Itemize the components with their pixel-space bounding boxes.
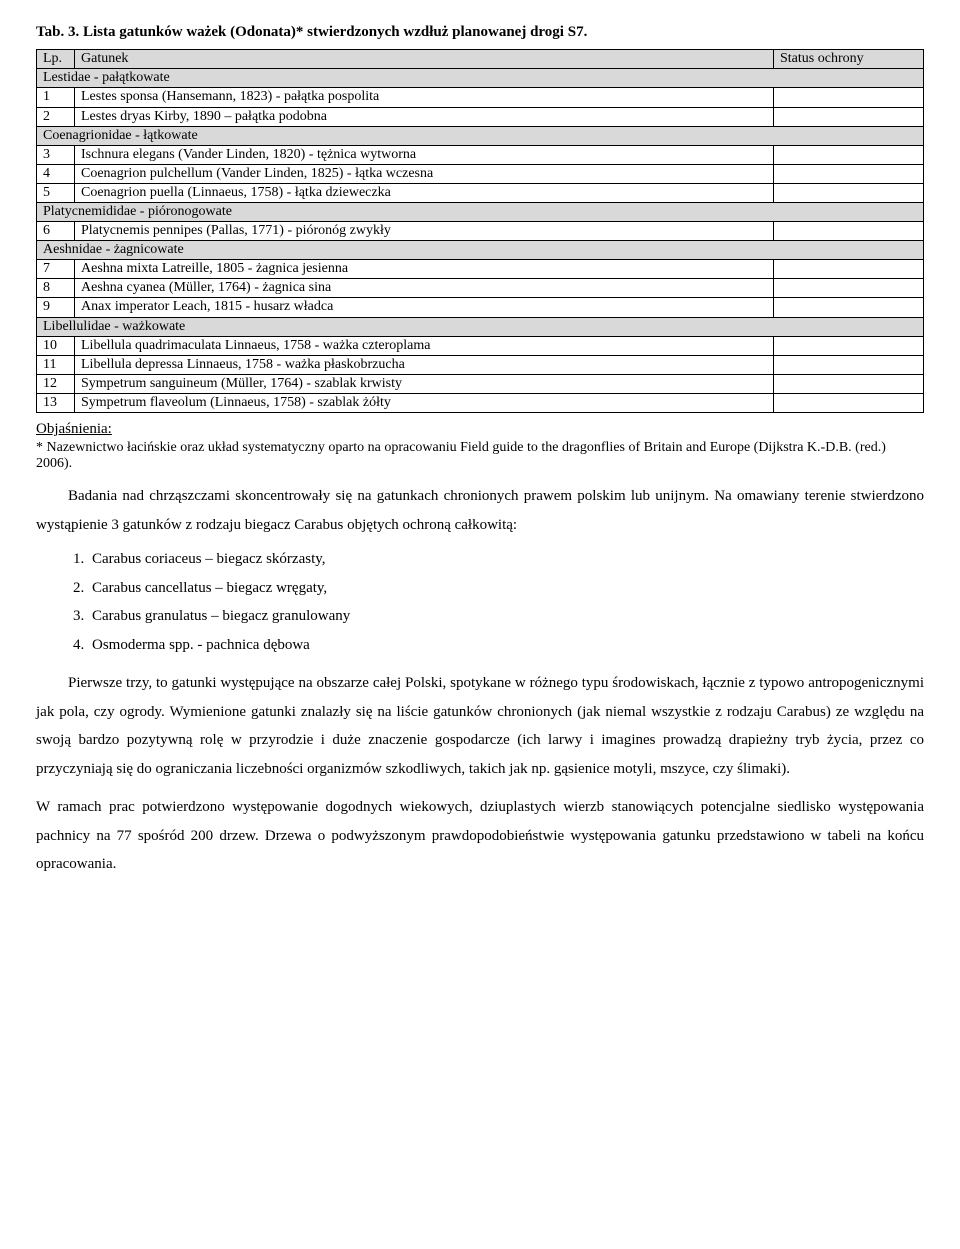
cell-species: Libellula depressa Linnaeus, 1758 - ważk… xyxy=(75,355,774,374)
cell-status xyxy=(774,222,924,241)
cell-lp: 1 xyxy=(37,88,75,107)
cell-status xyxy=(774,107,924,126)
list-item: Osmoderma spp. - pachnica dębowa xyxy=(88,631,924,660)
cell-lp: 12 xyxy=(37,374,75,393)
carabus-list: Carabus coriaceus – biegacz skórzasty,Ca… xyxy=(36,545,924,659)
cell-status xyxy=(774,164,924,183)
cell-species: Platycnemis pennipes (Pallas, 1771) - pi… xyxy=(75,222,774,241)
cell-lp: 10 xyxy=(37,336,75,355)
group-row: Libellulidae - ważkowate xyxy=(37,317,924,336)
paragraph-3: W ramach prac potwierdzono występowanie … xyxy=(36,793,924,879)
cell-species: Coenagrion pulchellum (Vander Linden, 18… xyxy=(75,164,774,183)
cell-species: Libellula quadrimaculata Linnaeus, 1758 … xyxy=(75,336,774,355)
cell-species: Coenagrion puella (Linnaeus, 1758) - łąt… xyxy=(75,183,774,202)
cell-lp: 11 xyxy=(37,355,75,374)
group-row: Aeshnidae - żagnicowate xyxy=(37,241,924,260)
cell-status xyxy=(774,260,924,279)
cell-species: Lestes dryas Kirby, 1890 – pałątka podob… xyxy=(75,107,774,126)
cell-lp: 3 xyxy=(37,145,75,164)
cell-lp: 8 xyxy=(37,279,75,298)
cell-species: Ischnura elegans (Vander Linden, 1820) -… xyxy=(75,145,774,164)
table-title: Tab. 3. Lista gatunków ważek (Odonata)* … xyxy=(36,24,924,41)
cell-species: Aeshna cyanea (Müller, 1764) - żagnica s… xyxy=(75,279,774,298)
group-row: Platycnemididae - pióronogowate xyxy=(37,203,924,222)
cell-species: Sympetrum sanguineum (Müller, 1764) - sz… xyxy=(75,374,774,393)
list-item: Carabus granulatus – biegacz granulowany xyxy=(88,602,924,631)
col-species: Gatunek xyxy=(75,50,774,69)
cell-lp: 6 xyxy=(37,222,75,241)
explanations-heading: Objaśnienia: xyxy=(36,421,924,438)
cell-species: Lestes sponsa (Hansemann, 1823) - pałątk… xyxy=(75,88,774,107)
cell-species: Anax imperator Leach, 1815 - husarz wład… xyxy=(75,298,774,317)
cell-status xyxy=(774,374,924,393)
explanations-body: * Nazewnictwo łacińskie oraz układ syste… xyxy=(36,440,924,472)
cell-lp: 13 xyxy=(37,393,75,412)
cell-status xyxy=(774,279,924,298)
cell-status xyxy=(774,393,924,412)
cell-status xyxy=(774,145,924,164)
col-lp: Lp. xyxy=(37,50,75,69)
cell-status xyxy=(774,183,924,202)
cell-species: Aeshna mixta Latreille, 1805 - żagnica j… xyxy=(75,260,774,279)
paragraph-2: Pierwsze trzy, to gatunki występujące na… xyxy=(36,669,924,783)
cell-lp: 2 xyxy=(37,107,75,126)
cell-status xyxy=(774,336,924,355)
list-item: Carabus coriaceus – biegacz skórzasty, xyxy=(88,545,924,574)
cell-lp: 4 xyxy=(37,164,75,183)
cell-lp: 9 xyxy=(37,298,75,317)
list-item: Carabus cancellatus – biegacz wręgaty, xyxy=(88,574,924,603)
cell-species: Sympetrum flaveolum (Linnaeus, 1758) - s… xyxy=(75,393,774,412)
species-table: Lp. Gatunek Status ochrony Lestidae - pa… xyxy=(36,49,924,413)
cell-status xyxy=(774,88,924,107)
group-row: Lestidae - pałątkowate xyxy=(37,69,924,88)
cell-status xyxy=(774,355,924,374)
paragraph-intro: Badania nad chrząszczami skoncentrowały … xyxy=(36,482,924,539)
cell-status xyxy=(774,298,924,317)
cell-lp: 7 xyxy=(37,260,75,279)
cell-lp: 5 xyxy=(37,183,75,202)
group-row: Coenagrionidae - łątkowate xyxy=(37,126,924,145)
col-status: Status ochrony xyxy=(774,50,924,69)
